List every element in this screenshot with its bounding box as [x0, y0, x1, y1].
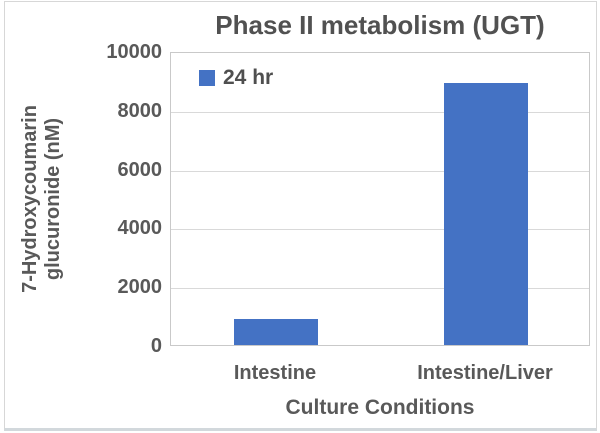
y-axis-title-line-2: glucuronide (nM)	[42, 117, 64, 281]
chart-frame: Phase II metabolism (UGT) 7-Hydroxycouma…	[4, 1, 597, 431]
y-axis-title-line-1: 7-Hydroxycoumarin	[19, 105, 41, 293]
x-axis-tick-labels: Intestine Intestine/Liver	[170, 360, 590, 386]
bar-intestine	[234, 318, 318, 345]
bar-intestine-liver	[444, 83, 528, 345]
legend-swatch-icon	[199, 69, 215, 86]
y-tick-label-4000: 4000	[117, 217, 163, 240]
y-tick-label-10000: 10000	[106, 41, 162, 63]
gridline-2000	[171, 288, 589, 290]
y-axis-tick-labels: 0 2000 4000 6000 8000 10000	[65, 42, 163, 356]
chart-title: Phase II metabolism (UGT)	[215, 10, 545, 40]
x-tick-label-intestine: Intestine	[233, 362, 317, 384]
y-tick-label-6000: 6000	[117, 158, 163, 181]
x-axis-title: Culture Conditions	[285, 396, 475, 419]
gridline-6000	[171, 170, 589, 172]
legend: 24 hr	[199, 67, 273, 88]
gridline-8000	[171, 111, 589, 113]
x-tick-label-intestine-liver: Intestine/Liver	[417, 362, 553, 384]
legend-label: 24 hr	[223, 66, 274, 89]
y-axis-title: 7-Hydroxycoumarin glucuronide (nM)	[16, 52, 68, 346]
gridline-4000	[171, 229, 589, 231]
y-tick-label-2000: 2000	[117, 276, 163, 299]
plot-area: 24 hr	[170, 52, 590, 346]
y-axis-title-text: 7-Hydroxycoumarin glucuronide (nM)	[19, 105, 65, 293]
y-tick-label-0: 0	[150, 335, 162, 357]
y-tick-label-8000: 8000	[117, 99, 163, 122]
